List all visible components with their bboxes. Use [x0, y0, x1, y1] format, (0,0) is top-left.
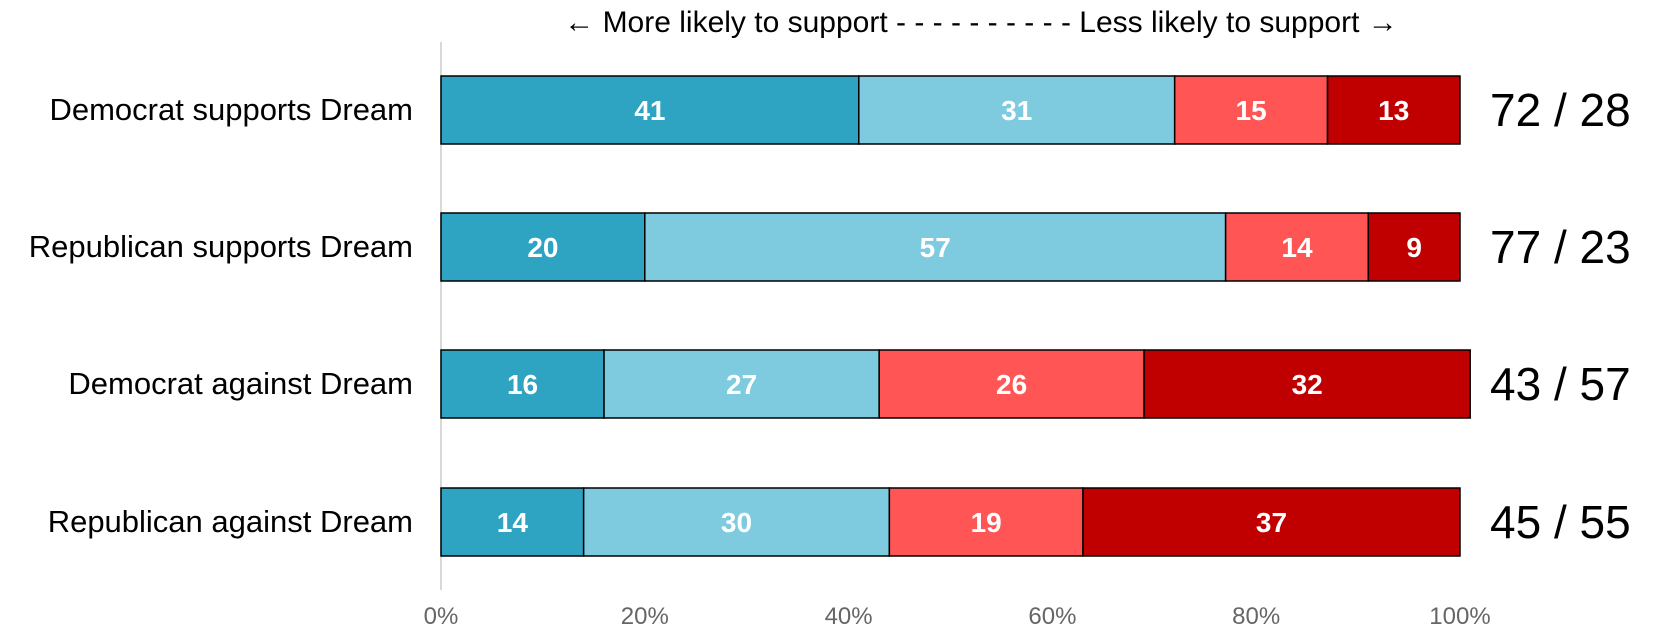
x-tick-label: 60% [1028, 603, 1076, 630]
bars-group [440, 75, 1471, 557]
bar-value-label: 37 [1256, 507, 1287, 538]
category-label: Republican against Dream [48, 504, 413, 539]
bar-value-label: 9 [1406, 232, 1422, 263]
bar-segment [440, 487, 585, 557]
bar-segment [1173, 75, 1329, 145]
category-label: Democrat supports Dream [49, 92, 413, 127]
bar-segment [582, 487, 891, 557]
totals-group: 72 / 28 77 / 23 43 / 57 45 / 55 [1490, 84, 1631, 548]
bar-segment [1367, 212, 1461, 282]
bar-value-label: 13 [1378, 95, 1409, 126]
total-label: 77 / 23 [1490, 221, 1631, 273]
bar-segment [1326, 75, 1461, 145]
x-tick-label: 100% [1429, 603, 1490, 630]
x-tick-label: 0% [424, 603, 459, 630]
bar-value-label: 26 [996, 369, 1027, 400]
bar-segment [1143, 349, 1471, 419]
bar-value-label: 19 [971, 507, 1002, 538]
bar-value-label: 14 [1281, 232, 1313, 263]
bar-value-label: 41 [634, 95, 665, 126]
x-tick-label: 20% [621, 603, 669, 630]
category-label: Republican supports Dream [29, 229, 413, 264]
total-label: 72 / 28 [1490, 84, 1631, 136]
bar-segment [1082, 487, 1461, 557]
bar-value-label: 30 [721, 507, 752, 538]
bar-value-label: 57 [920, 232, 951, 263]
total-label: 45 / 55 [1490, 496, 1631, 548]
bar-segment [603, 349, 880, 419]
bar-value-label: 16 [507, 369, 538, 400]
total-label: 43 / 57 [1490, 358, 1631, 410]
bar-segment [644, 212, 1227, 282]
bar-value-label: 27 [726, 369, 757, 400]
bar-labels-group: 41 31 15 13 20 57 14 9 16 27 26 32 14 30 19 37 [497, 95, 1422, 538]
bar-value-label: 32 [1292, 369, 1323, 400]
bar-segment [440, 75, 860, 145]
bar-value-label: 20 [527, 232, 558, 263]
chart-title: ← More likely to support - - - - - - - -… [564, 6, 1398, 39]
x-tick-labels-group: 0% 20% 40% 60% 80% 100% [424, 603, 1491, 630]
bar-value-label: 14 [497, 507, 529, 538]
x-tick-label: 80% [1232, 603, 1280, 630]
bar-segment [878, 349, 1145, 419]
x-tick-label: 40% [825, 603, 873, 630]
bar-value-label: 31 [1001, 95, 1032, 126]
bar-segment [888, 487, 1084, 557]
bar-value-label: 15 [1236, 95, 1267, 126]
category-labels-group: Democrat supports Dream Republican suppor… [29, 92, 413, 539]
bar-segment [858, 75, 1176, 145]
bar-segment [440, 349, 605, 419]
category-label: Democrat against Dream [68, 366, 413, 401]
